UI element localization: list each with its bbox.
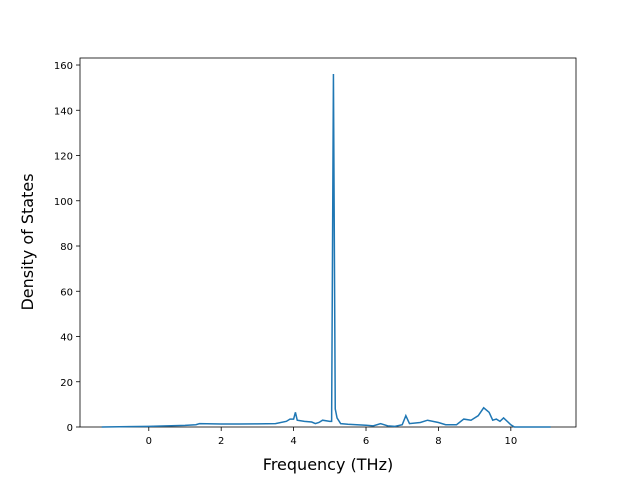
x-tick-label: 10 xyxy=(504,436,517,447)
y-tick-label: 160 xyxy=(54,61,73,72)
x-tick-label: 2 xyxy=(218,436,224,447)
y-axis-label: Density of States xyxy=(18,173,37,310)
x-tick-label: 0 xyxy=(146,436,152,447)
x-tick-label: 6 xyxy=(363,436,369,447)
data-line xyxy=(101,74,551,428)
x-axis-label: Frequency (THz) xyxy=(263,455,393,474)
x-tick-label: 4 xyxy=(290,436,296,447)
y-tick-label: 120 xyxy=(54,152,73,163)
plot-frame xyxy=(79,57,577,428)
y-tick-label: 0 xyxy=(67,423,73,434)
y-tick-label: 140 xyxy=(54,106,73,117)
y-tick-label: 20 xyxy=(60,378,73,389)
y-tick-label: 40 xyxy=(60,333,73,344)
y-tick-label: 100 xyxy=(54,197,73,208)
x-tick-label: 8 xyxy=(435,436,441,447)
y-tick-label: 80 xyxy=(60,242,73,253)
y-tick-label: 60 xyxy=(60,287,73,298)
